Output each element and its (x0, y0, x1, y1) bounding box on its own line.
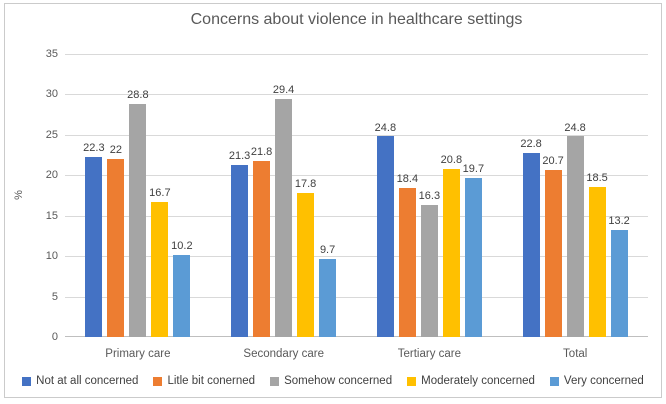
legend-item: Litle bit conerned (153, 375, 255, 387)
bar (442, 169, 460, 337)
bar (522, 153, 540, 337)
bar-value-label: 18.4 (396, 173, 419, 186)
x-axis-line (65, 336, 648, 337)
legend-swatch (407, 376, 417, 386)
y-tick-label: 25 (45, 129, 58, 141)
chart-title: Concerns about violence in healthcare se… (190, 11, 523, 28)
bar (319, 259, 337, 337)
y-axis-title: % (12, 190, 25, 200)
bar-value-label: 22 (109, 144, 123, 157)
bar-value-label: 10.2 (171, 239, 193, 252)
gridline (65, 94, 648, 95)
bar-value-label: 22.3 (83, 141, 105, 154)
bar (253, 161, 271, 337)
gridline (65, 256, 648, 257)
bar (173, 255, 191, 337)
legend-label: Somehow concerned (284, 375, 393, 387)
bar-value-label: 21.8 (250, 145, 273, 158)
y-tick-label: 35 (45, 48, 58, 60)
bar-value-label: 9.7 (319, 243, 336, 256)
legend-item: Not at all concerned (22, 375, 138, 387)
legend-item: Somehow concerned (270, 375, 392, 387)
bar-value-label: 29.4 (272, 84, 295, 97)
gridline (65, 135, 648, 136)
bar-value-label: 20.7 (542, 154, 564, 167)
gridline (65, 297, 648, 298)
bar (464, 178, 482, 337)
bar (231, 165, 249, 337)
bar-value-label: 18.5 (586, 172, 608, 185)
legend-label: Very concerned (563, 375, 644, 387)
x-tick-label: Total (563, 348, 588, 360)
bar (297, 193, 315, 337)
bar-value-label: 22.8 (520, 137, 542, 150)
gridline (65, 54, 648, 55)
legend: Not at all concerned Litle bit conerned So… (0, 375, 666, 387)
y-tick-label: 5 (51, 291, 58, 303)
legend-label: Litle bit conerned (167, 375, 256, 387)
bar (376, 136, 394, 337)
bar-value-label: 24.8 (374, 121, 397, 134)
bar-value-label: 16.3 (418, 190, 441, 203)
bar (275, 99, 293, 337)
bar-value-label: 21.3 (228, 149, 251, 162)
x-tick-label: Secondary care (243, 348, 324, 360)
bar (544, 170, 562, 337)
legend-swatch (549, 376, 559, 386)
legend-item: Very concerned (549, 375, 644, 387)
gridline (65, 216, 648, 217)
y-tick-label: 30 (45, 88, 58, 100)
y-tick-label: 10 (45, 250, 58, 262)
bar-value-label: 20.8 (440, 153, 463, 166)
plot-area: 22.3 22 28.8 16.7 10.2 21.3 21.8 29.4 17.8 9.7 24.… (65, 54, 648, 337)
bar (85, 157, 103, 337)
bar (588, 187, 606, 337)
legend-label: Moderately concerned (421, 375, 535, 387)
y-tick-label: 20 (45, 169, 58, 181)
y-tick-label: 0 (51, 331, 58, 343)
bar (566, 136, 584, 337)
legend-label: Not at all concerned (36, 375, 139, 387)
bar (129, 104, 147, 337)
x-tick-label: Tertiary care (397, 348, 462, 360)
gridline (65, 175, 648, 176)
bar (107, 159, 125, 337)
bar (151, 202, 169, 337)
legend-swatch (153, 376, 163, 386)
y-tick-label: 15 (45, 210, 58, 222)
bar (398, 188, 416, 337)
legend-item: Moderately concerned (407, 375, 535, 387)
legend-swatch (270, 376, 280, 386)
bar-value-label: 13.2 (608, 215, 630, 228)
bar-value-label: 16.7 (149, 187, 171, 199)
bar-value-label: 24.8 (564, 121, 586, 134)
bar-value-label: 17.8 (294, 178, 317, 191)
bar-value-label: 19.7 (462, 162, 485, 175)
x-tick-label: Primary care (105, 348, 171, 360)
legend-swatch (22, 376, 32, 386)
bar-value-label: 28.8 (127, 89, 149, 102)
bar (420, 205, 438, 337)
bar (610, 230, 628, 337)
